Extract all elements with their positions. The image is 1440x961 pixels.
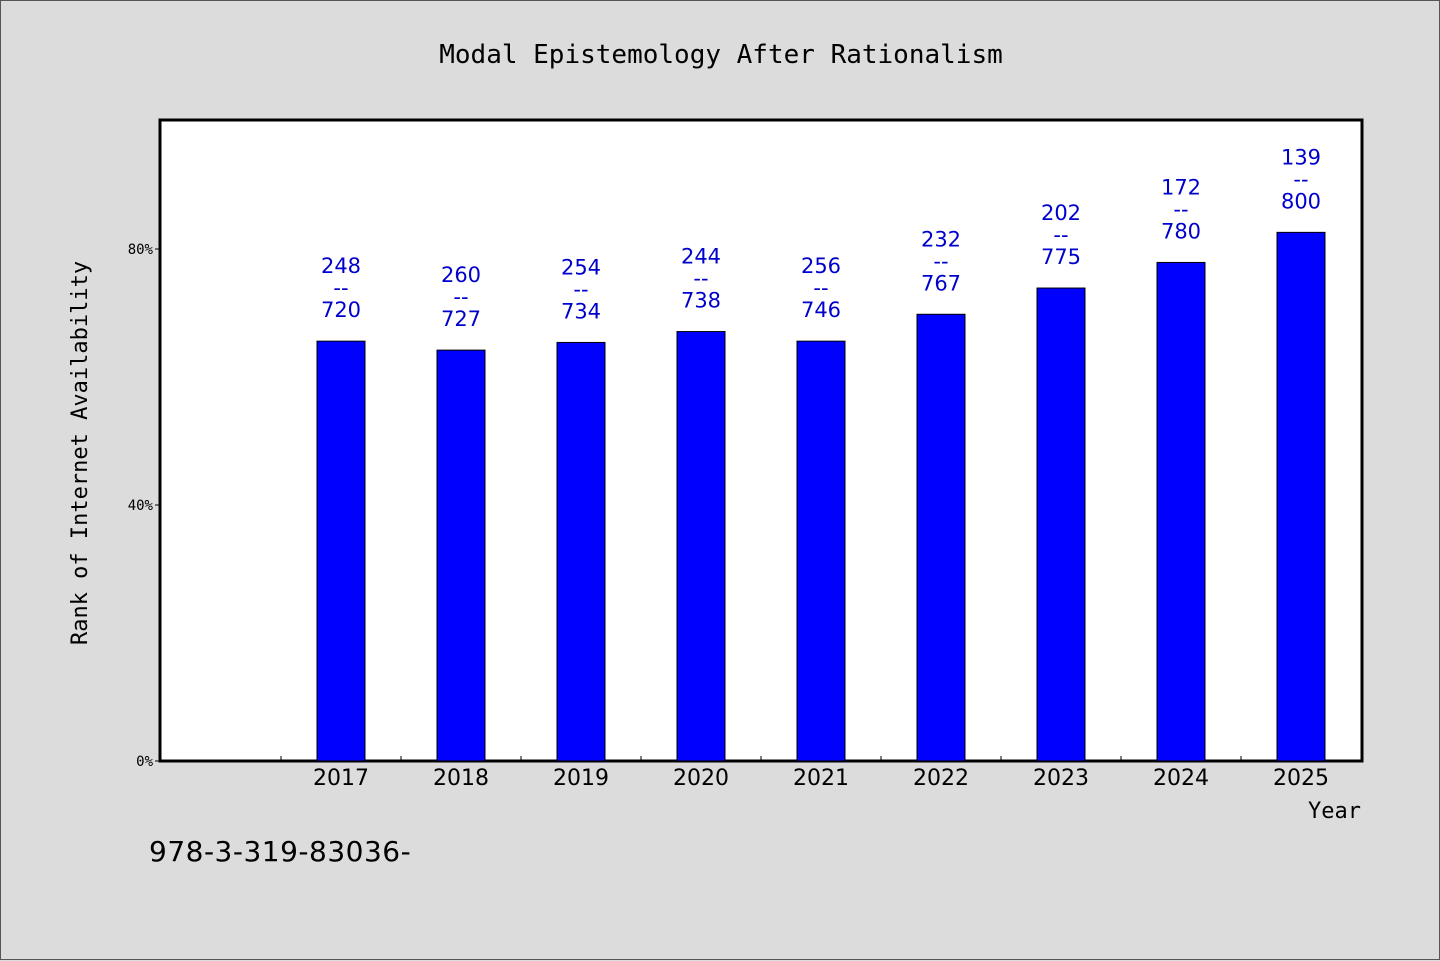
- y-axis-ticks: 0% 40% 80%: [128, 242, 161, 770]
- data-label-2023-line-3: 775: [1041, 245, 1081, 269]
- y-axis-label: Rank of Internet Availability: [68, 261, 93, 645]
- bar-2025: [1276, 231, 1326, 762]
- x-axis-label: Year: [1308, 799, 1361, 824]
- data-label-2020-line-3: 738: [681, 289, 721, 313]
- data-label-2021-line-3: 746: [801, 298, 841, 322]
- bar-2022: [916, 313, 966, 762]
- data-label-2023-line-2: --: [1053, 223, 1068, 247]
- x-tick-label-2017: 2017: [313, 766, 369, 791]
- data-label-2017-line-2: --: [333, 276, 348, 300]
- bar-2019: [556, 341, 606, 762]
- data-label-2021-line-2: --: [813, 276, 828, 300]
- data-label-2020-line-2: --: [693, 267, 708, 291]
- data-label-2020-line-1: 244: [681, 245, 721, 269]
- y-tick-label-40: 40%: [128, 498, 154, 514]
- data-label-2022-line-1: 232: [921, 227, 961, 251]
- data-label-2018-line-3: 727: [441, 307, 481, 331]
- data-label-2019-line-2: --: [573, 277, 588, 301]
- data-label-2022-line-2: --: [933, 249, 948, 273]
- y-tick-label-80: 80%: [128, 242, 154, 258]
- data-label-2018-line-2: --: [453, 285, 468, 309]
- x-tick-label-2024: 2024: [1153, 766, 1209, 791]
- bar-2023: [1036, 287, 1086, 762]
- y-tick-label-0: 0%: [136, 754, 153, 770]
- data-label-2017-line-1: 248: [321, 254, 361, 278]
- bar-2017: [316, 340, 366, 762]
- x-tick-label-2025: 2025: [1273, 766, 1329, 791]
- data-label-2018-line-1: 260: [441, 263, 481, 287]
- footer-isbn-text: 978-3-319-83036-: [149, 835, 412, 868]
- data-label-2019-line-1: 254: [561, 255, 601, 279]
- bars-layer: [316, 231, 1326, 762]
- data-label-2022-line-3: 767: [921, 271, 961, 295]
- data-label-2025-line-2: --: [1293, 167, 1308, 191]
- data-label-2025-line-1: 139: [1281, 145, 1321, 169]
- x-tick-label-2022: 2022: [913, 766, 969, 791]
- x-axis-ticks: 2017 2018 2019 2020 2021 2022 2023 2024 2025: [280, 756, 1329, 791]
- x-tick-label-2021: 2021: [793, 766, 849, 791]
- data-labels-layer: 248--720260--727254--734244--738256--746…: [321, 145, 1321, 331]
- data-label-2025-line-3: 800: [1281, 189, 1321, 213]
- data-label-2017-line-3: 720: [321, 298, 361, 322]
- bar-2018: [436, 349, 486, 762]
- data-label-2023-line-1: 202: [1041, 201, 1081, 225]
- bar-2024: [1156, 261, 1206, 762]
- x-tick-label-2019: 2019: [553, 766, 609, 791]
- x-tick-label-2018: 2018: [433, 766, 489, 791]
- data-label-2024-line-2: --: [1173, 197, 1188, 221]
- x-tick-label-2023: 2023: [1033, 766, 1089, 791]
- bar-2020: [676, 331, 726, 762]
- chart-title: Modal Epistemology After Rationalism: [439, 40, 1003, 70]
- data-label-2024-line-3: 780: [1161, 219, 1201, 243]
- x-tick-label-2020: 2020: [673, 766, 729, 791]
- data-label-2024-line-1: 172: [1161, 175, 1201, 199]
- bar-2021: [796, 340, 846, 762]
- data-label-2019-line-3: 734: [561, 299, 601, 323]
- data-label-2021-line-1: 256: [801, 254, 841, 278]
